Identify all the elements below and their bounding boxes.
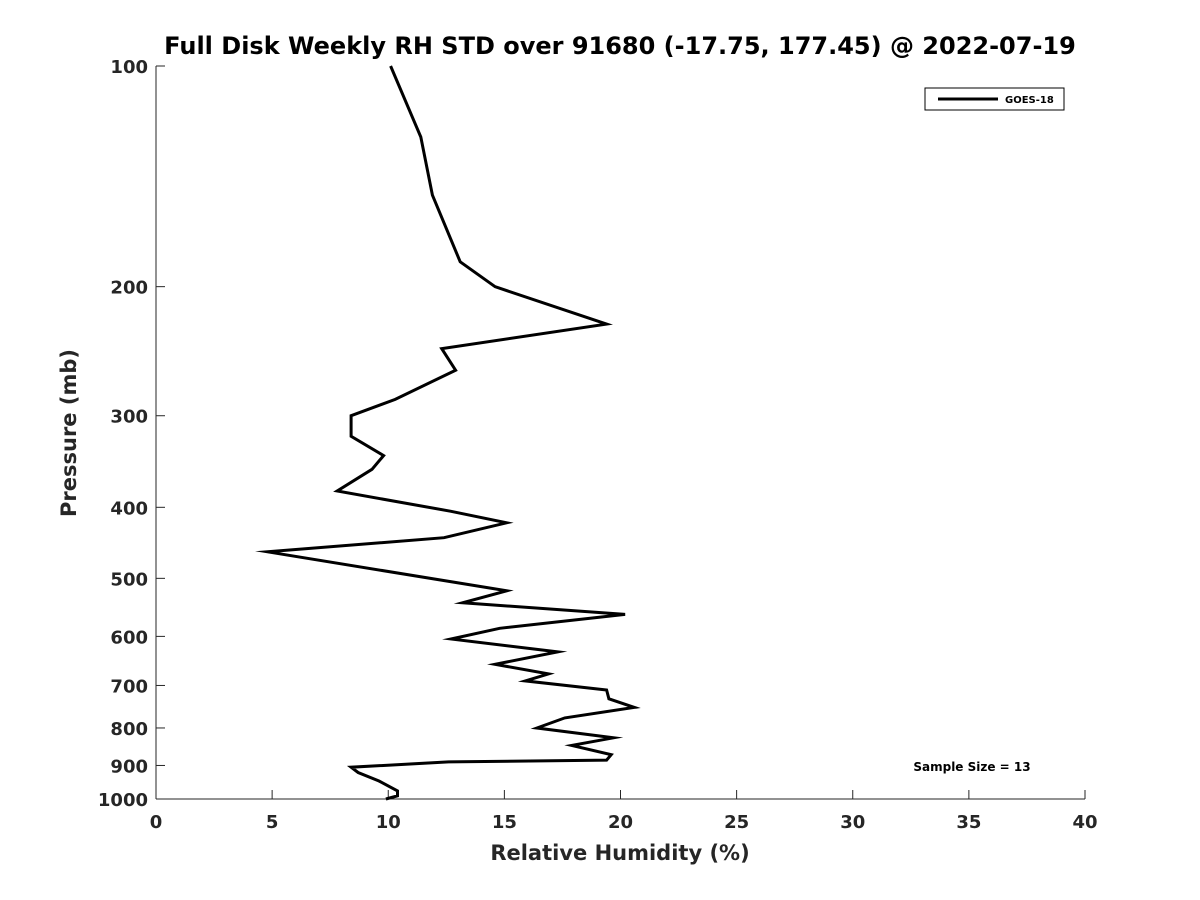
legend: GOES-18 (924, 87, 1065, 111)
y-tick-label: 300 (110, 407, 148, 428)
y-tick-label: 400 (110, 498, 148, 519)
legend-label-goes-18: GOES-18 (1005, 95, 1054, 106)
y-axis-label: Pressure (mb) (57, 349, 81, 517)
axes (155, 66, 1085, 800)
x-tick-label: 10 (376, 812, 401, 833)
x-tick-label: 20 (608, 812, 633, 833)
x-tick-label: 0 (150, 812, 163, 833)
sample-size-annotation: Sample Size = 13 (913, 760, 1030, 774)
y-tick-label: 100 (110, 57, 148, 78)
y-tick-label: 900 (110, 756, 148, 777)
x-tick-label: 35 (956, 812, 981, 833)
y-tick-label: 700 (110, 676, 148, 697)
y-axis-ticks: 100 200 300 400 500 600 700 800 900 1000 (98, 57, 165, 811)
x-tick-label: 25 (724, 812, 749, 833)
x-tick-label: 5 (266, 812, 279, 833)
series-layer (255, 65, 641, 801)
y-tick-label: 600 (110, 627, 148, 648)
y-tick-label: 500 (110, 569, 148, 590)
x-axis-label: Relative Humidity (%) (490, 841, 749, 865)
y-tick-label: 1000 (98, 790, 148, 811)
y-tick-label: 800 (110, 719, 148, 740)
y-tick-label: 200 (110, 278, 148, 299)
chart-title: Full Disk Weekly RH STD over 91680 (-17.… (164, 32, 1076, 60)
series-line-goes-18 (255, 65, 641, 801)
x-tick-label: 40 (1072, 812, 1097, 833)
x-axis-ticks: 0 5 10 15 20 25 30 35 40 (150, 790, 1098, 833)
x-tick-label: 30 (840, 812, 865, 833)
x-tick-label: 15 (492, 812, 517, 833)
